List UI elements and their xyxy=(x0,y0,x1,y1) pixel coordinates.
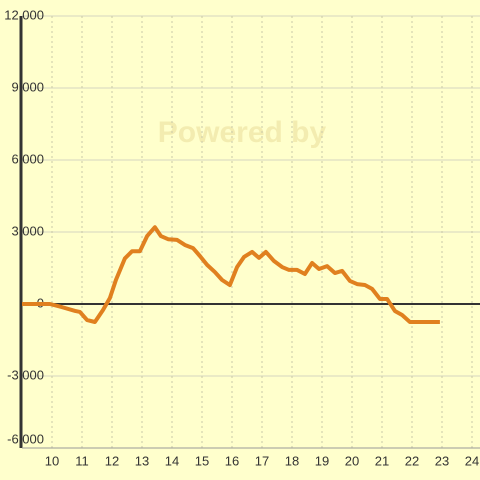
x-tick-label: 15 xyxy=(195,453,209,468)
x-tick-label: 21 xyxy=(375,453,389,468)
y-tick-label: 3,000 xyxy=(11,223,44,238)
line xyxy=(22,225,440,324)
x-tick-label: 18 xyxy=(285,453,299,468)
x-tick-label: 19 xyxy=(315,453,329,468)
watermark: Powered by xyxy=(158,116,327,149)
y-tick-label: -3,000 xyxy=(7,367,44,382)
x-tick-label: 13 xyxy=(135,453,149,468)
x-tick-label: 22 xyxy=(405,453,419,468)
x-tick-label: 23 xyxy=(435,453,449,468)
x-tick-label: 11 xyxy=(75,453,89,468)
y-tick-label: -6,000 xyxy=(7,431,44,446)
x-tick-label: 16 xyxy=(225,453,239,468)
x-tick-label: 10 xyxy=(45,453,59,468)
y-tick-label: 6,000 xyxy=(11,151,44,166)
y-tick-label: 12,000 xyxy=(4,7,44,22)
x-tick-label: 24 xyxy=(465,453,479,468)
x-tick-label: 12 xyxy=(105,453,119,468)
x-tick-label: 14 xyxy=(165,453,179,468)
x-tick-label: 20 xyxy=(345,453,359,468)
x-tick-label: 17 xyxy=(255,453,269,468)
y-tick-label: 9,000 xyxy=(11,79,44,94)
